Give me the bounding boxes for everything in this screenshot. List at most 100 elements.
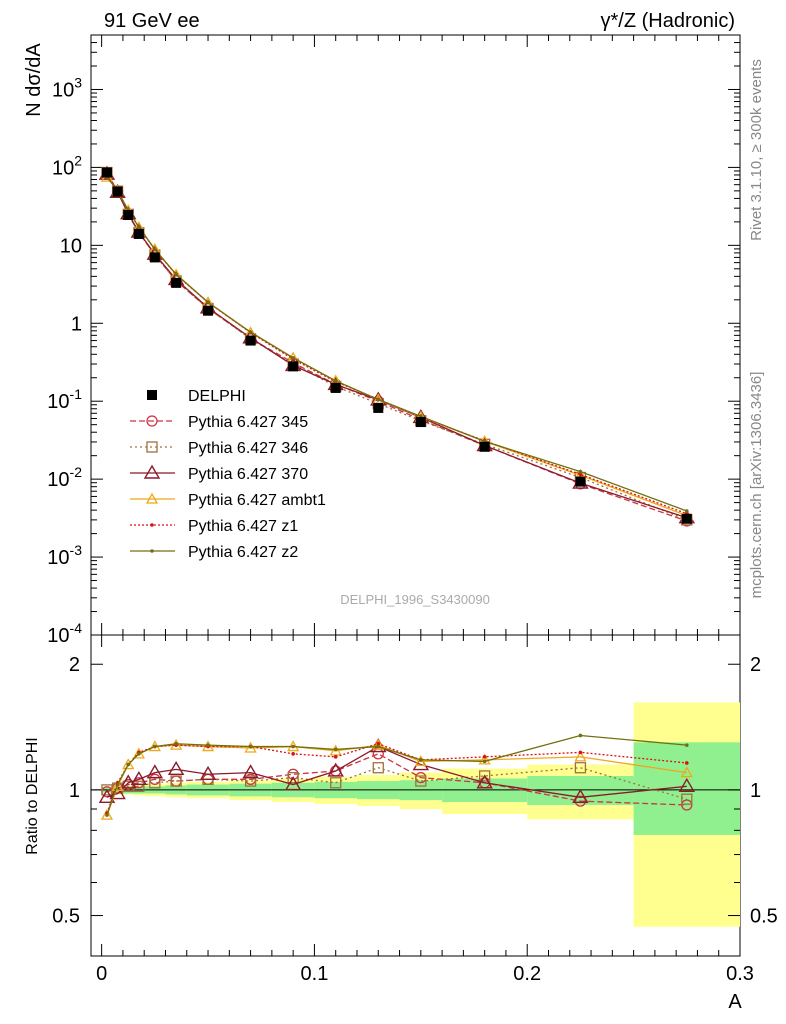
ratio-point xyxy=(170,775,182,787)
legend-marker xyxy=(143,464,161,479)
series-delphi xyxy=(101,167,692,524)
ratio-point xyxy=(578,733,583,738)
ratio-point xyxy=(115,782,120,787)
ratio-point xyxy=(244,775,257,787)
y-tick-label: 102 xyxy=(52,152,82,179)
ratio-series xyxy=(98,733,696,820)
data-point xyxy=(685,509,689,513)
legend-marker xyxy=(150,523,154,527)
ratio-bands xyxy=(101,702,740,927)
series-pythia-6-427-z1 xyxy=(105,174,689,516)
ratio-point xyxy=(242,764,259,779)
ratio-y-tick-label-right: 1 xyxy=(750,780,761,802)
legend-label: Pythia 6.427 346 xyxy=(188,440,308,457)
legend-entry: Pythia 6.427 370 xyxy=(130,464,308,483)
rivet-version-label: Rivet 3.1.10, ≥ 300k events xyxy=(748,59,765,241)
data-point xyxy=(137,225,141,229)
ratio-point xyxy=(482,755,487,759)
ratio-point xyxy=(372,762,384,774)
ratio-point xyxy=(572,788,589,803)
ratio-point xyxy=(98,788,116,803)
ratio-point xyxy=(291,752,295,756)
ratio-point xyxy=(153,744,157,749)
ratio-point xyxy=(174,741,178,746)
data-point xyxy=(171,277,182,288)
data-point xyxy=(330,382,341,393)
ratio-y-tick-label: 1 xyxy=(69,780,80,802)
ratio-line xyxy=(106,767,687,800)
ratio-point xyxy=(479,770,491,782)
legend-label: Pythia 6.427 ambt1 xyxy=(188,492,326,509)
legend-marker xyxy=(147,390,157,400)
data-point xyxy=(681,513,692,524)
ratio-point xyxy=(146,764,164,779)
ratio-point xyxy=(333,747,338,752)
ratio-point xyxy=(685,743,689,747)
data-point xyxy=(245,335,256,346)
legend-label: Pythia 6.427 z1 xyxy=(188,518,298,535)
x-axis-title: A xyxy=(728,991,742,1013)
ratio-point xyxy=(415,775,427,787)
ratio-y-tick-label-right: 0.5 xyxy=(750,906,778,928)
data-point xyxy=(149,252,160,263)
ratio-point xyxy=(167,760,185,776)
data-point xyxy=(174,272,178,277)
legend-marker xyxy=(146,441,158,453)
ratio-point xyxy=(333,755,338,759)
legend-entry: Pythia 6.427 z2 xyxy=(130,544,298,561)
ratio-point xyxy=(137,752,141,756)
band-inner xyxy=(633,742,740,835)
x-tick-label: 0.2 xyxy=(513,963,541,985)
ratio-point xyxy=(678,777,696,793)
y-tick-label: 1 xyxy=(71,313,82,335)
ratio-y-tick-label: 2 xyxy=(69,654,80,676)
ratio-y-tick-label: 0.5 xyxy=(52,906,80,928)
legend-label: Pythia 6.427 370 xyxy=(188,466,308,483)
ratio-point xyxy=(199,765,217,780)
ratio-series-pythia-6-427-z2 xyxy=(105,733,689,817)
legend-marker xyxy=(146,415,158,427)
main-series xyxy=(98,165,696,527)
ratio-point xyxy=(419,758,423,762)
legend: DELPHI Pythia 6.427 345 Pythia 6.427 346 Py… xyxy=(130,388,326,561)
x-tick-label: 0 xyxy=(96,963,107,985)
ratio-point xyxy=(248,744,253,749)
data-point xyxy=(123,210,134,221)
y-tick-label: 10-3 xyxy=(47,542,82,569)
ratio-point xyxy=(476,774,493,789)
x-tick-label: 0.1 xyxy=(301,963,329,985)
ratio-point xyxy=(130,770,148,786)
ratio-point xyxy=(414,755,427,767)
data-point xyxy=(112,186,123,197)
data-point xyxy=(479,441,490,452)
ratio-point xyxy=(206,743,210,747)
legend-label: DELPHI xyxy=(188,388,246,405)
ratio-point xyxy=(376,744,381,749)
header-left-label: 91 GeV ee xyxy=(104,10,200,32)
ratio-point xyxy=(330,777,342,789)
ratio-point xyxy=(478,753,491,765)
data-point xyxy=(333,379,338,383)
legend-label: Pythia 6.427 345 xyxy=(188,414,308,431)
ratio-point xyxy=(681,799,693,811)
header-right-label: γ*/Z (Hadronic) xyxy=(601,10,735,32)
ratio-point xyxy=(100,808,114,820)
ratio-point xyxy=(681,793,693,805)
ratio-point xyxy=(376,741,381,746)
ratio-point xyxy=(372,748,384,760)
data-point xyxy=(133,228,144,239)
legend-entry: Pythia 6.427 345 xyxy=(130,414,308,431)
ratio-point xyxy=(287,771,299,784)
legend-marker xyxy=(150,549,154,553)
ratio-point xyxy=(122,758,135,770)
ratio-point xyxy=(126,762,131,767)
ratio-point xyxy=(111,779,124,791)
ratio-point xyxy=(105,813,109,817)
ratio-line xyxy=(106,743,687,814)
mcplots-label: mcplots.cern.ch [arXiv:1306.3436] xyxy=(748,372,765,599)
series-line xyxy=(106,176,688,515)
data-point xyxy=(578,472,583,477)
ratio-point xyxy=(578,750,583,755)
data-point xyxy=(575,476,586,487)
ratio-y-tick-label-right: 2 xyxy=(750,654,761,676)
